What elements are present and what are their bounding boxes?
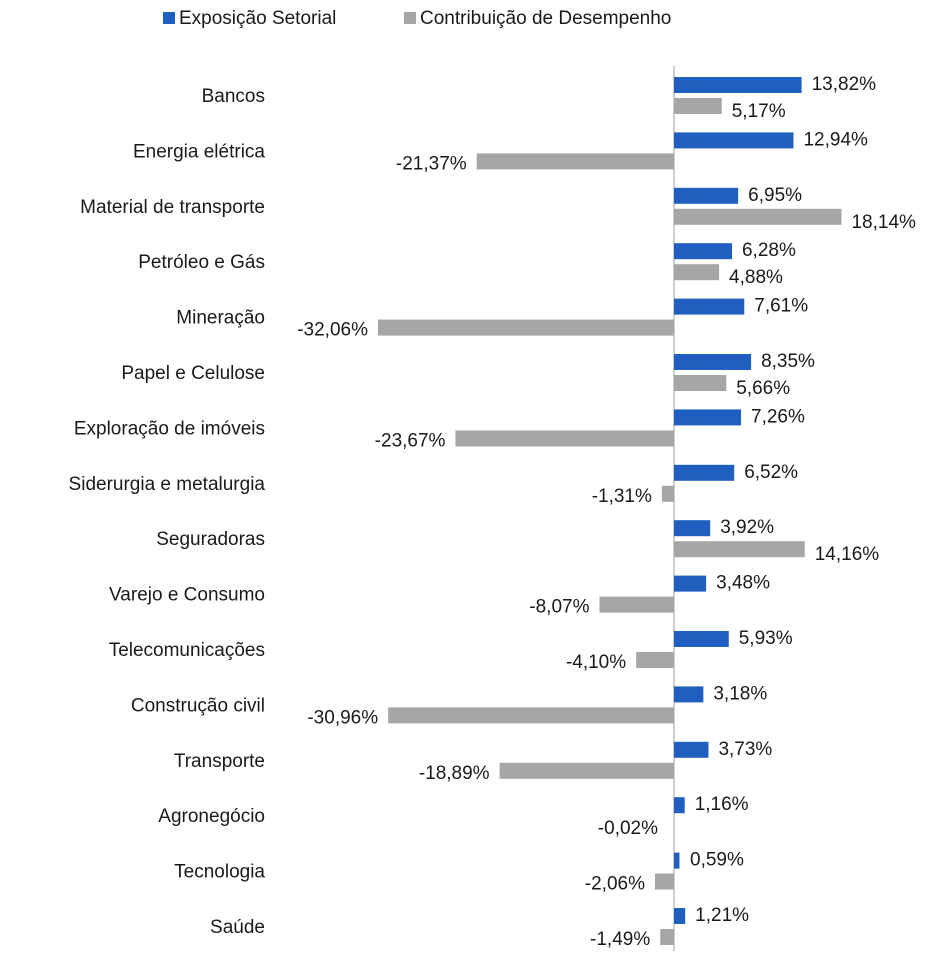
category-label: Transporte	[174, 751, 265, 772]
bar	[674, 742, 708, 758]
value-label: -2,06%	[585, 874, 645, 895]
value-label: -1,49%	[590, 929, 650, 950]
legend-swatch	[404, 12, 416, 24]
value-label: 5,93%	[739, 628, 793, 649]
category-label: Saúde	[210, 917, 265, 938]
bar	[674, 243, 732, 259]
bar	[674, 631, 729, 647]
bar	[655, 874, 674, 890]
bar	[674, 264, 719, 280]
bar	[674, 375, 726, 391]
value-label: -18,89%	[419, 763, 490, 784]
bar	[388, 707, 674, 723]
category-label: Energia elétrica	[133, 141, 265, 162]
value-label: 5,17%	[732, 101, 786, 122]
bar	[660, 929, 674, 945]
value-label: 1,21%	[695, 905, 749, 926]
category-label: Siderurgia e metalurgia	[69, 474, 266, 495]
bar	[674, 354, 751, 370]
bar	[674, 541, 805, 557]
value-label: -32,06%	[297, 320, 368, 341]
bar	[599, 597, 674, 613]
value-label: 4,88%	[729, 267, 783, 288]
bar	[500, 763, 674, 779]
value-label: 3,18%	[713, 683, 767, 704]
bar	[378, 320, 674, 336]
bar	[636, 652, 674, 668]
value-label: 12,94%	[803, 129, 868, 150]
value-label: 14,16%	[815, 544, 880, 565]
legend-label: Exposição Setorial	[179, 8, 336, 29]
legend-label: Contribuição de Desempenho	[420, 8, 671, 29]
value-label: -23,67%	[375, 430, 446, 451]
category-label: Mineração	[176, 308, 265, 329]
value-label: 8,35%	[761, 351, 815, 372]
value-label: 1,16%	[695, 794, 749, 815]
value-label: -1,31%	[592, 486, 652, 507]
value-label: -8,07%	[529, 597, 589, 618]
bar	[674, 576, 706, 592]
category-label: Material de transporte	[80, 197, 265, 218]
category-label: Seguradoras	[156, 529, 265, 550]
category-label: Telecomunicações	[109, 640, 265, 661]
bar	[674, 98, 722, 114]
value-label: -21,37%	[396, 153, 467, 174]
category-label: Exploração de imóveis	[74, 418, 265, 439]
value-label: 18,14%	[851, 212, 916, 233]
category-label: Petróleo e Gás	[138, 252, 265, 273]
category-label: Bancos	[202, 86, 265, 107]
bar	[674, 132, 793, 148]
bar	[477, 153, 674, 169]
bar	[674, 686, 703, 702]
value-label: 7,61%	[754, 296, 808, 317]
category-label: Agronegócio	[158, 806, 265, 827]
value-label: 6,52%	[744, 462, 798, 483]
value-label: 3,92%	[720, 517, 774, 538]
value-label: -0,02%	[598, 818, 658, 839]
category-label: Construção civil	[131, 695, 265, 716]
bar	[662, 486, 674, 502]
value-label: -30,96%	[307, 707, 378, 728]
bar	[674, 77, 802, 93]
category-label: Tecnologia	[174, 862, 265, 883]
category-label: Varejo e Consumo	[109, 585, 265, 606]
legend-swatch	[163, 12, 175, 24]
category-label: Papel e Celulose	[121, 363, 265, 384]
value-label: 5,66%	[736, 378, 790, 399]
bar	[674, 908, 685, 924]
value-label: -4,10%	[566, 652, 626, 673]
value-label: 7,26%	[751, 406, 805, 427]
value-label: 3,73%	[718, 739, 772, 760]
value-label: 3,48%	[716, 573, 770, 594]
bar	[674, 188, 738, 204]
bar	[455, 430, 674, 446]
bar	[674, 209, 841, 225]
bar	[674, 797, 685, 813]
bar	[674, 520, 710, 536]
bar	[674, 409, 741, 425]
value-label: 6,95%	[748, 185, 802, 206]
bar	[674, 853, 679, 869]
value-label: 6,28%	[742, 240, 796, 261]
bar	[674, 299, 744, 315]
bar	[674, 465, 734, 481]
value-label: 13,82%	[812, 74, 877, 95]
value-label: 0,59%	[690, 850, 744, 871]
